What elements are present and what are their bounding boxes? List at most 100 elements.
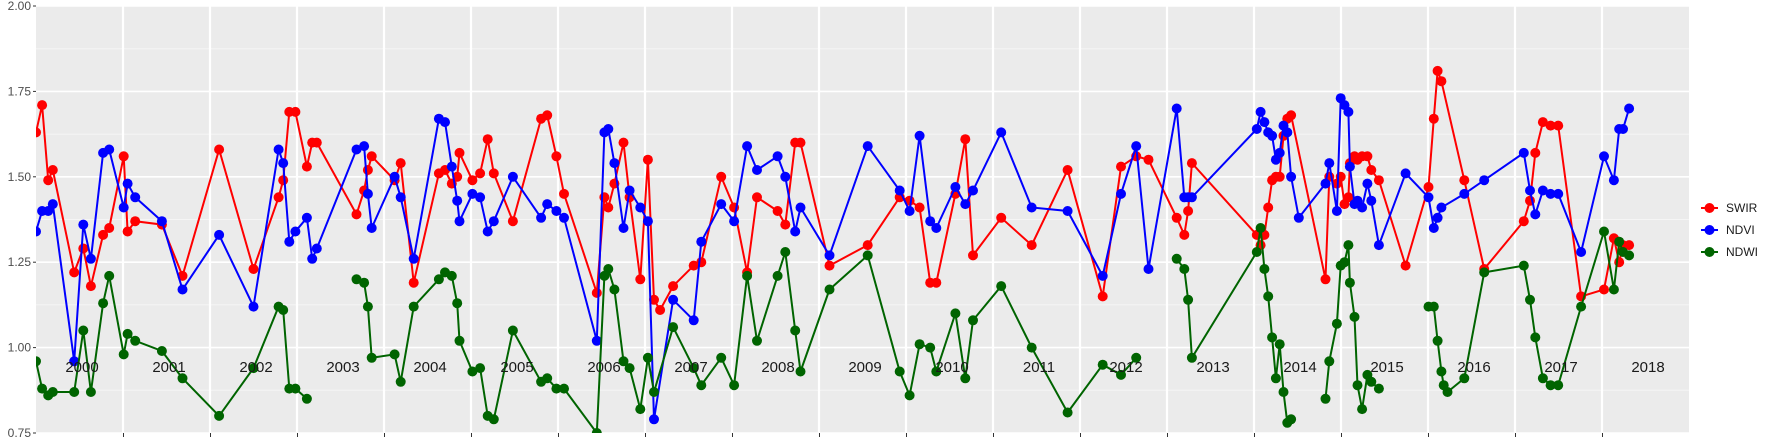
swir-point <box>104 223 115 233</box>
swir-point <box>1183 206 1194 216</box>
swir-point <box>1143 154 1154 165</box>
ndwi-point <box>452 298 463 309</box>
ndvi-point <box>551 206 562 216</box>
ndvi-point <box>996 127 1007 138</box>
ndwi-point <box>177 373 188 384</box>
ndwi-point <box>1352 380 1363 391</box>
swir-point <box>1599 284 1609 295</box>
ndwi-point <box>688 363 699 374</box>
swir-point <box>467 175 478 186</box>
swir-point <box>931 277 942 288</box>
ndvi-point <box>603 124 614 134</box>
year-label: 2005 <box>500 359 533 376</box>
ndwi-point <box>1545 380 1556 391</box>
swir-point <box>475 168 486 179</box>
swir-point <box>408 277 419 288</box>
swir-point <box>214 144 225 155</box>
ndwi-point <box>1324 356 1335 367</box>
ndwi-point <box>824 284 835 295</box>
ndwi-point <box>716 352 727 363</box>
ndwi-point <box>1537 373 1548 384</box>
swir-point <box>273 192 284 203</box>
ndvi-point <box>104 144 115 155</box>
swir-point <box>278 175 289 186</box>
ndwi-point <box>742 270 753 281</box>
ndvi-point <box>742 141 753 152</box>
ndwi-point <box>69 387 80 397</box>
ndvi-point <box>475 192 486 203</box>
ndwi-point <box>359 277 370 288</box>
ndvi-point <box>467 188 478 199</box>
swir-point <box>488 168 499 179</box>
y-tick-label: 1.00 <box>8 341 32 355</box>
ndvi-point <box>1624 103 1635 114</box>
year-label: 2018 <box>1631 359 1664 376</box>
ndwi-point <box>1179 264 1190 274</box>
swir-point <box>1423 182 1434 192</box>
ndwi-point <box>1624 250 1635 261</box>
year-label: 2002 <box>239 359 272 376</box>
ndvi-point <box>1423 192 1434 203</box>
ndvi-point <box>752 165 762 175</box>
ndvi-point <box>1320 178 1331 189</box>
ndvi-point <box>1026 202 1037 213</box>
ndvi-point <box>278 158 289 169</box>
legend: SWIR NDVI NDWI <box>1701 201 1758 259</box>
ndwi-point <box>1320 393 1331 404</box>
legend-key-point <box>1704 225 1715 235</box>
ndvi-point <box>389 171 400 182</box>
swir-point <box>914 202 925 213</box>
ndwi-point <box>559 383 569 394</box>
ndwi-point <box>1251 247 1262 257</box>
ndwi-point <box>1171 253 1182 264</box>
swir-point <box>248 264 259 274</box>
ndwi-point <box>1131 352 1142 363</box>
ndvi-point <box>635 202 646 213</box>
swir-point <box>351 209 362 220</box>
ndwi-point <box>950 308 961 319</box>
ndwi-point <box>1599 226 1609 237</box>
ndwi-point <box>1442 387 1453 397</box>
ndvi-point <box>536 212 547 223</box>
ndwi-point <box>1344 277 1355 288</box>
ndwi-point <box>1349 311 1360 322</box>
ndwi-point <box>780 247 791 257</box>
year-label: 2006 <box>587 359 620 376</box>
ndvi-point <box>1459 188 1470 199</box>
ndvi-point <box>1432 212 1443 223</box>
year-label: 2014 <box>1283 359 1316 376</box>
ndwi-point <box>1479 267 1490 278</box>
ndwi-point <box>1263 291 1274 302</box>
swir-point <box>668 281 679 292</box>
ndvi-point <box>36 226 41 237</box>
ndwi-point <box>1525 294 1535 305</box>
swir-point <box>37 100 48 111</box>
ndvi-point <box>1400 168 1411 179</box>
swir-point <box>603 202 614 213</box>
ndvi-point <box>177 284 188 295</box>
ndwi-point <box>395 376 406 387</box>
year-label: 2001 <box>152 359 185 376</box>
ndvi-point <box>1373 240 1384 251</box>
swir-point <box>655 305 666 315</box>
y-tick-label: 0.75 <box>8 426 32 440</box>
ndwi-point <box>362 301 373 312</box>
ndwi-point <box>1267 332 1278 343</box>
ndvi-point <box>311 243 322 254</box>
ndwi-point <box>351 274 362 285</box>
legend-key-point <box>1704 203 1715 213</box>
ndvi-point <box>1251 124 1262 134</box>
swir-point <box>395 158 406 169</box>
legend-label: NDWI <box>1726 245 1758 259</box>
ndvi-point <box>1255 106 1266 117</box>
ndwi-point <box>467 366 478 377</box>
ndvi-point <box>1286 171 1297 182</box>
year-label: 2009 <box>848 359 881 376</box>
ndvi-point <box>1131 141 1142 152</box>
y-tick-label: 1.25 <box>8 255 32 269</box>
swir-point <box>824 260 835 271</box>
ndwi-point <box>156 346 167 356</box>
ndwi-point <box>248 363 259 374</box>
swir-point <box>1286 110 1297 121</box>
ndvi-point <box>642 216 653 227</box>
